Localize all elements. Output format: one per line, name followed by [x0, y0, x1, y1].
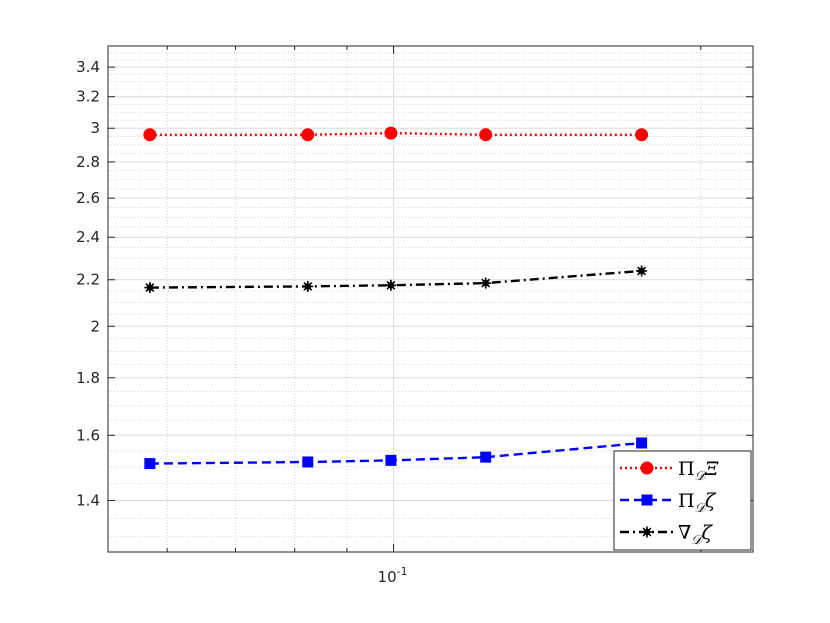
axis-ticks	[108, 46, 753, 552]
data-point-2	[636, 265, 648, 277]
data-point-1	[144, 458, 156, 470]
y-tick-label: 1.4	[76, 492, 100, 510]
data-point-0	[384, 126, 398, 140]
y-tick-label: 2.2	[76, 271, 100, 289]
data-point-2	[302, 280, 314, 292]
x-tick-label: 10-1	[378, 565, 408, 586]
y-tick-label: 2.4	[76, 228, 100, 246]
legend-marker	[640, 461, 654, 475]
minor-grid	[108, 46, 753, 552]
tick-labels: 1.4 1.6 1.8 2 2.2 2.4 2.6 2.8 3 3.2 3.4 10-1	[76, 58, 407, 586]
data-point-2	[385, 279, 397, 291]
asterisk-stroke	[481, 278, 491, 288]
data-point-1	[480, 451, 492, 463]
y-tick-label: 3	[90, 119, 100, 137]
asterisk-stroke	[637, 266, 647, 276]
data-point-1	[385, 454, 397, 466]
plot-frame	[107, 45, 754, 553]
data-point-1	[302, 456, 314, 468]
y-tick-label: 3.2	[76, 88, 100, 106]
y-tick-label: 1.8	[76, 369, 100, 387]
legend-label: Π𝒟Ξ	[678, 458, 719, 484]
data-point-0	[301, 128, 315, 142]
data-point-2	[480, 277, 492, 289]
y-tick-label: 1.6	[76, 426, 100, 444]
y-tick-label: 2.8	[76, 153, 100, 171]
data-point-0	[143, 128, 157, 142]
y-tick-label: 2	[90, 317, 100, 335]
asterisk-stroke	[642, 527, 652, 537]
asterisk-stroke	[303, 281, 313, 291]
data-point-0	[479, 128, 493, 142]
legend-marker	[641, 494, 653, 506]
legend: Π𝒟Ξ Π𝒟ζ ∇𝒟ζ	[613, 450, 752, 551]
y-tick-label: 3.4	[76, 58, 100, 76]
data-point-0	[635, 128, 649, 142]
y-tick-label: 2.6	[76, 189, 100, 207]
legend-label: ∇𝒟ζ	[678, 522, 714, 548]
data-point-2	[144, 282, 156, 294]
series-layer	[143, 126, 649, 470]
legend-marker	[641, 526, 653, 538]
asterisk-stroke	[145, 283, 155, 293]
asterisk-stroke	[386, 280, 396, 290]
data-point-1	[636, 437, 648, 449]
legend-label: Π𝒟ζ	[678, 490, 717, 516]
